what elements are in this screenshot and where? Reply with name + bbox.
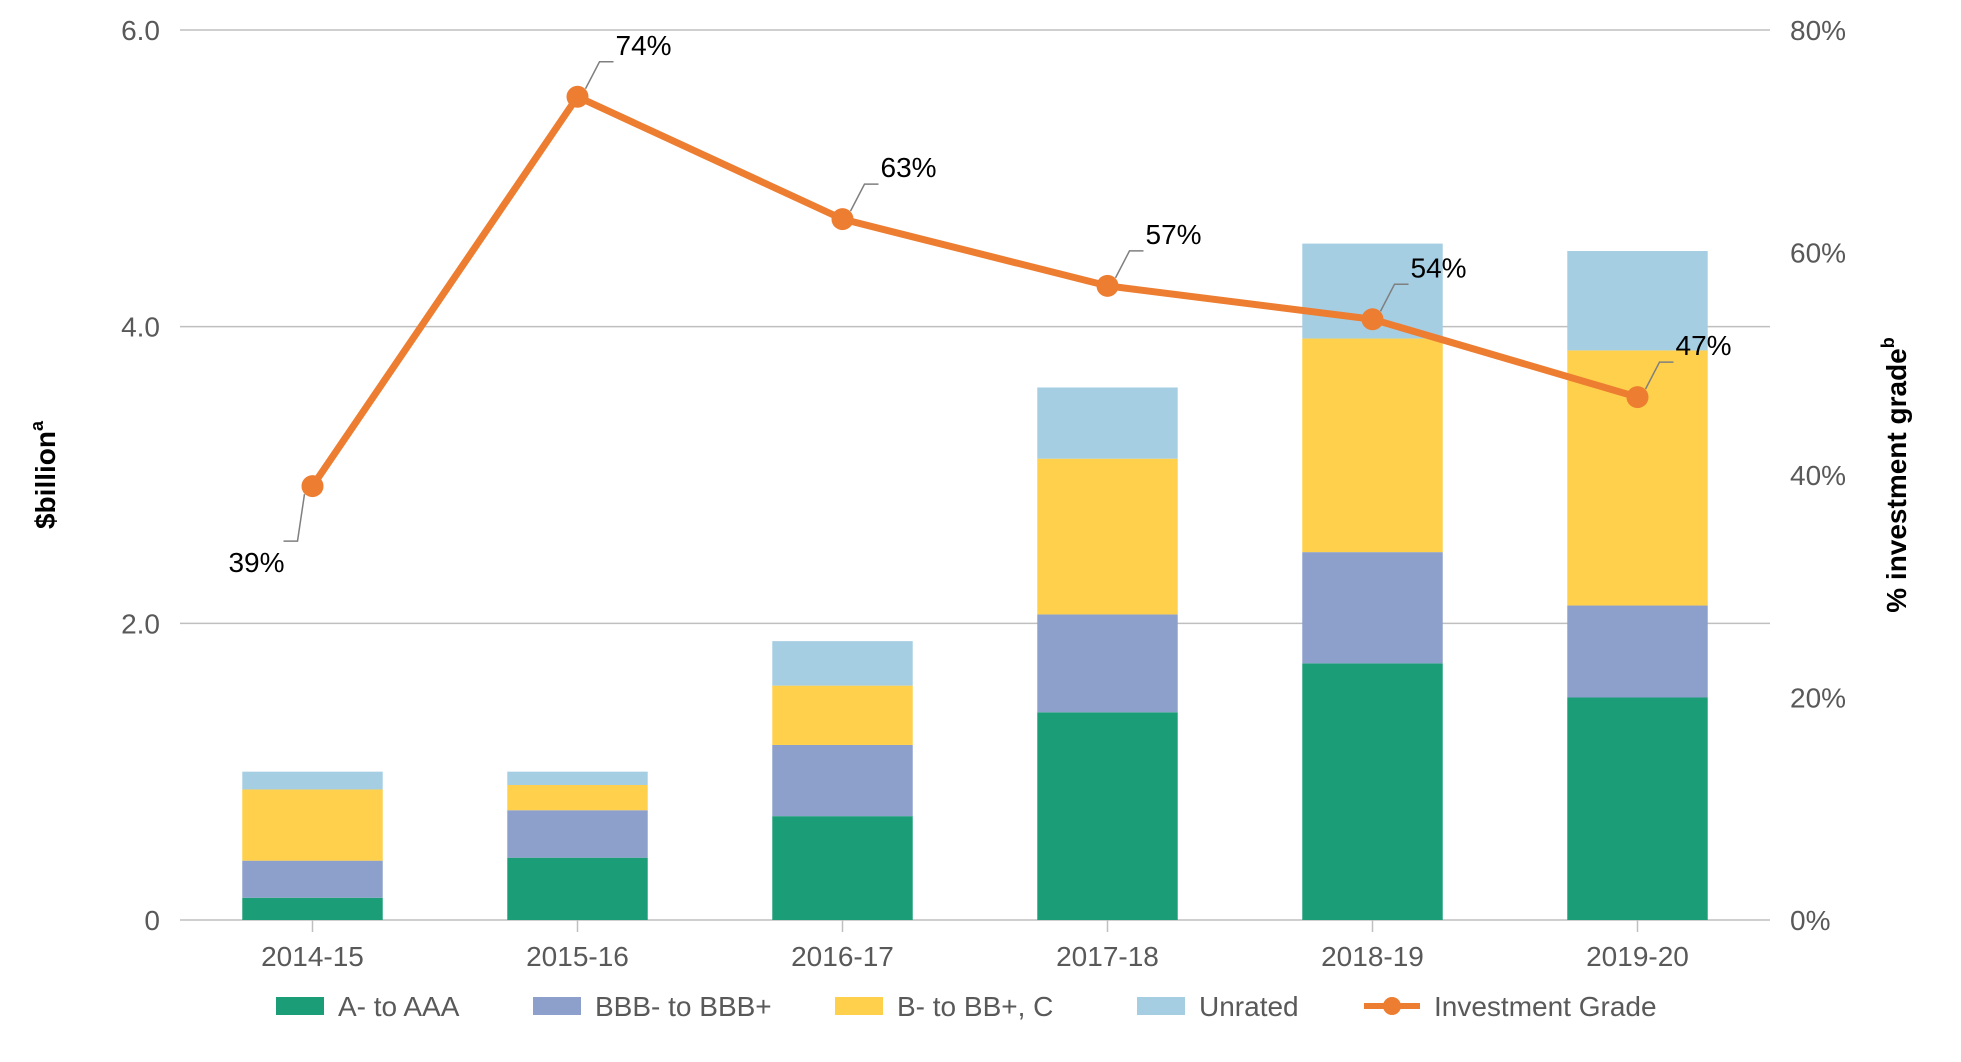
bar-segment: [1037, 712, 1177, 920]
legend-item: BBB- to BBB+: [533, 991, 772, 1022]
line-marker: [302, 475, 324, 497]
data-label: 54%: [1411, 252, 1467, 283]
combo-chart-svg: 2014-15 2015-16 2016-17 2017-18 2018-19 2019-…: [0, 0, 1961, 1062]
bar-segment: [507, 858, 647, 920]
legend-swatch: [276, 997, 324, 1015]
y-left-tick-label: 6.0: [121, 15, 160, 46]
legend-swatch: [835, 997, 883, 1015]
legend-item: Unrated: [1137, 991, 1299, 1022]
data-label-leader: [1116, 251, 1144, 278]
bar-segment: [507, 785, 647, 810]
y-right-tick-label: 60%: [1790, 238, 1846, 269]
bar-segment: [242, 772, 382, 790]
legend-line-marker: [1383, 997, 1401, 1015]
x-tick-label: 2017-18: [1056, 941, 1159, 972]
legend-label: Investment Grade: [1434, 991, 1657, 1022]
bar-segment: [1037, 387, 1177, 458]
line-marker: [832, 208, 854, 230]
bar-segment: [1302, 552, 1442, 663]
chart-container: 2014-15 2015-16 2016-17 2017-18 2018-19 2019-…: [0, 0, 1961, 1062]
line-marker: [567, 86, 589, 108]
y-left-tick-label: 4.0: [121, 312, 160, 343]
legend-item: Investment Grade: [1364, 991, 1657, 1022]
y-left-axis-title: $billiona: [27, 420, 61, 529]
x-tick-label: 2018-19: [1321, 941, 1424, 972]
data-label: 74%: [616, 30, 672, 61]
data-label-leader: [586, 62, 614, 89]
bar-segment: [1302, 339, 1442, 553]
bar-segment: [772, 641, 912, 686]
bar-segment: [1037, 459, 1177, 615]
bar-segment: [1567, 698, 1707, 921]
bar-segment: [1567, 606, 1707, 698]
y-right-tick-label: 0%: [1790, 905, 1830, 936]
legend-swatch: [533, 997, 581, 1015]
bar-segment: [242, 861, 382, 898]
bar-segment: [1302, 663, 1442, 920]
y-right-tick-label: 40%: [1790, 460, 1846, 491]
bar-segment: [242, 789, 382, 860]
line-marker: [1097, 275, 1119, 297]
y-left-tick-label: 2.0: [121, 608, 160, 639]
legend-label: A- to AAA: [338, 991, 460, 1022]
data-label: 63%: [881, 152, 937, 183]
x-tick-label: 2014-15: [261, 941, 364, 972]
y-right-tick-label: 20%: [1790, 683, 1846, 714]
legend-label: BBB- to BBB+: [595, 991, 772, 1022]
y-left-tick-label: 0: [144, 905, 160, 936]
data-label: 57%: [1146, 219, 1202, 250]
x-tick-label: 2019-20: [1586, 941, 1689, 972]
x-tick-label: 2015-16: [526, 941, 629, 972]
legend-label: Unrated: [1199, 991, 1299, 1022]
data-label: 39%: [228, 547, 284, 578]
data-label-leader: [851, 184, 879, 211]
bar-segment: [507, 772, 647, 785]
bar-segment: [1037, 614, 1177, 712]
y-right-tick-label: 80%: [1790, 15, 1846, 46]
legend-item: B- to BB+, C: [835, 991, 1053, 1022]
legend-swatch: [1137, 997, 1185, 1015]
bar-segment: [772, 816, 912, 920]
bar-segment: [772, 686, 912, 745]
y-right-axis-title: % investment gradeb: [1878, 337, 1912, 613]
line-marker: [1362, 308, 1384, 330]
bar-segment: [507, 810, 647, 857]
legend-item: A- to AAA: [276, 991, 460, 1022]
line-marker: [1627, 386, 1649, 408]
legend-label: B- to BB+, C: [897, 991, 1053, 1022]
data-label-leader: [284, 494, 305, 541]
x-tick-label: 2016-17: [791, 941, 894, 972]
bar-segment: [242, 898, 382, 920]
bar-segment: [772, 745, 912, 816]
data-label: 47%: [1676, 330, 1732, 361]
